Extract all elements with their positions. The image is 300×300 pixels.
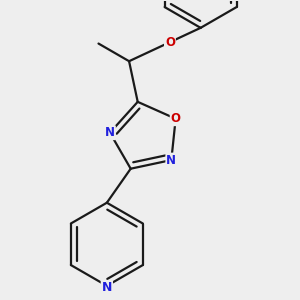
Text: O: O: [171, 112, 181, 125]
Text: N: N: [102, 281, 112, 294]
Text: N: N: [166, 154, 176, 166]
Text: O: O: [165, 35, 175, 49]
Text: N: N: [105, 126, 115, 139]
